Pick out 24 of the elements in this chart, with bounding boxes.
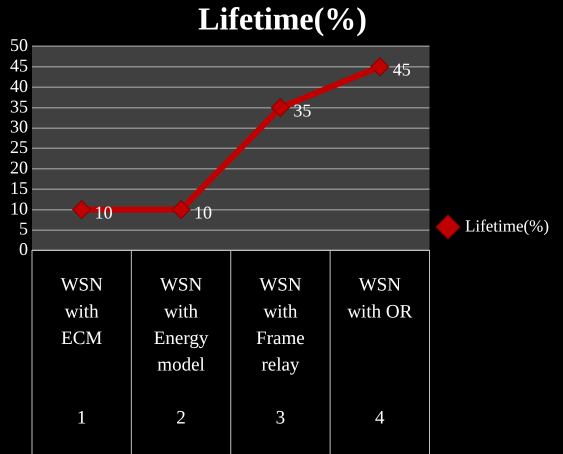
y-tick-label: 30	[10, 116, 28, 137]
category-label: WSN with Energy model 2	[154, 274, 208, 429]
point	[172, 200, 191, 220]
y-tick-label: 25	[10, 137, 28, 158]
y-tick-label: 5	[19, 218, 28, 239]
data-label: 35	[293, 100, 312, 120]
y-tick-label: 0	[19, 239, 28, 260]
category-label: WSN with OR 4	[347, 274, 412, 429]
point	[270, 98, 290, 118]
y-tick-label: 15	[10, 178, 28, 198]
y-tick-label: 40	[10, 76, 28, 96]
y-tick-label: 45	[10, 56, 28, 76]
chart-title: Lifetime(%)	[198, 0, 367, 36]
category-label: WSN with Frame relay 3	[256, 274, 305, 429]
data-label: 45	[392, 60, 411, 80]
y-tick-label: 50	[10, 35, 28, 56]
point	[370, 57, 390, 76]
y-tick-label: 20	[10, 158, 28, 178]
legend-label: Lifetime(%)	[464, 216, 550, 236]
y-tick-label: 35	[10, 96, 28, 116]
y-tick-label: 10	[10, 198, 28, 218]
data-label: 10	[194, 202, 212, 222]
category-label: WSN with ECM 1	[60, 274, 103, 429]
point	[72, 200, 92, 220]
